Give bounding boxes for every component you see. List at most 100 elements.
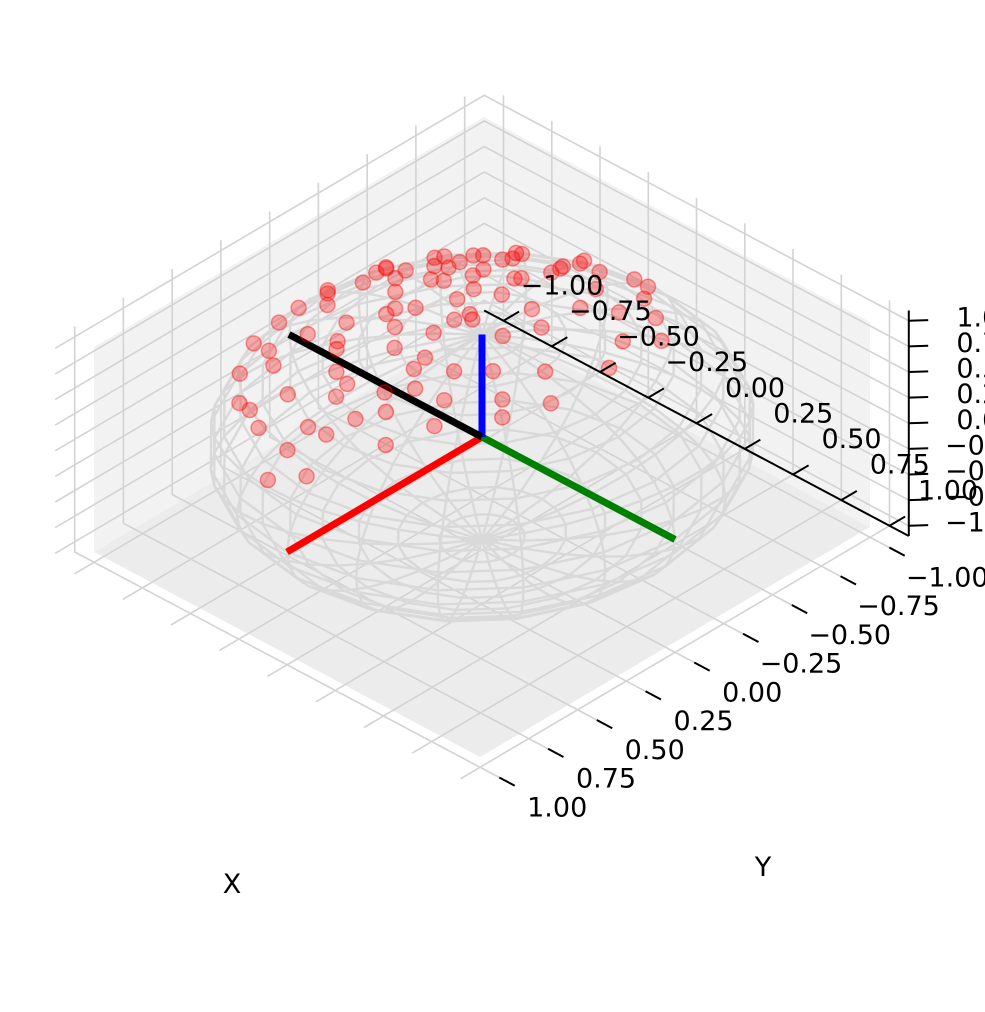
scatter-point <box>448 290 466 308</box>
scatter-point <box>445 363 463 380</box>
scatter-point <box>327 388 345 405</box>
scatter-point <box>426 249 443 267</box>
scatter-point <box>493 286 511 303</box>
z-tick-label: 0.25 <box>956 379 985 410</box>
scatter-point <box>317 426 335 443</box>
y-tick-label: −0.25 <box>665 347 748 378</box>
scatter-point <box>523 300 541 318</box>
wireframe-parallel <box>321 428 643 612</box>
z-tick-label: 0.00 <box>956 405 985 436</box>
y-tick-label: 0.75 <box>870 450 930 481</box>
wireframe-parallel <box>261 371 703 623</box>
scatter-point <box>610 304 628 321</box>
scatter-point <box>290 299 307 317</box>
y-tick <box>744 438 761 450</box>
z-tick-label: −0.50 <box>945 456 985 487</box>
axis-line <box>287 331 484 441</box>
scatter-point <box>543 264 560 281</box>
z-tick <box>908 498 929 502</box>
scatter-point <box>506 270 523 287</box>
scatter-point <box>647 309 665 327</box>
y-tick-label: −1.00 <box>521 270 604 301</box>
scatter-point <box>378 305 395 323</box>
scatter-point <box>513 270 530 287</box>
x-tick-label: 0.75 <box>576 764 636 795</box>
scatter-point <box>386 339 403 357</box>
scatter-point <box>416 349 434 366</box>
scatter-point <box>347 410 364 428</box>
axis-direction-lines <box>285 331 677 556</box>
grid-line-z <box>54 248 910 503</box>
scatter-point <box>387 283 404 301</box>
z-tick-label: 0.75 <box>956 328 985 359</box>
z-tick <box>908 447 929 450</box>
scatter-point <box>377 258 395 276</box>
wireframe-parallel <box>209 282 755 592</box>
wireframe-parallel <box>222 321 742 616</box>
x-tick-label: −0.50 <box>808 620 891 651</box>
scatter-point <box>250 419 267 437</box>
grid-line-x <box>171 269 598 721</box>
grid-line-z <box>54 196 910 452</box>
scatter-point <box>299 325 316 343</box>
scatter-point <box>542 395 560 412</box>
y-tick-label: −0.75 <box>569 296 652 327</box>
z-tick <box>908 370 929 373</box>
grid-line-z <box>54 222 910 478</box>
scatter-point <box>440 259 457 276</box>
x-tick <box>791 604 808 615</box>
x-tick <box>888 546 906 557</box>
z-tick <box>908 524 929 527</box>
y-tick-label: 1.00 <box>918 475 978 506</box>
scatter-point <box>386 300 404 317</box>
y-tick <box>792 464 810 476</box>
scatter-point <box>319 296 336 314</box>
scatter-point <box>386 318 404 336</box>
scatter-point <box>494 327 511 345</box>
scatter-point <box>319 281 337 299</box>
x-tick <box>547 747 564 758</box>
wireframe-parallel <box>288 254 676 475</box>
grid-line-z <box>54 145 910 401</box>
scatter-point <box>571 255 589 272</box>
scatter-point <box>436 248 453 265</box>
wireframe-parallel <box>261 251 703 503</box>
scatter-point <box>475 261 492 278</box>
wireframe-parallel <box>212 268 752 574</box>
scatter-point <box>298 468 315 485</box>
grid-line-x <box>122 297 549 750</box>
scatter-point <box>338 375 356 393</box>
y-tick <box>695 413 713 425</box>
axis-line <box>480 433 677 543</box>
scatter-point <box>446 311 463 329</box>
scatter-points <box>231 244 670 489</box>
scatter-point <box>536 363 554 380</box>
scatter-point <box>591 263 608 281</box>
y-tick <box>599 361 617 373</box>
grid-line-z <box>54 94 910 349</box>
x-tick <box>596 719 613 730</box>
scatter-point <box>406 380 424 397</box>
scatter-point <box>279 386 297 403</box>
scatter-point <box>231 365 249 382</box>
x-tick-label: −0.25 <box>760 649 843 680</box>
scatter-point <box>533 319 550 336</box>
scatter-point <box>377 260 395 277</box>
z-tick-label: −0.75 <box>945 482 985 513</box>
scatter-point <box>635 290 653 307</box>
wireframe-parallel <box>357 274 607 417</box>
x-tick-label: −1.00 <box>906 562 985 593</box>
x-tick-label: 1.00 <box>527 792 587 823</box>
scatter-point <box>231 394 248 412</box>
z-tick-label: 0.50 <box>956 354 985 385</box>
scatter-point <box>572 299 589 317</box>
scatter-point <box>507 244 525 262</box>
scatter-point <box>494 251 511 268</box>
x-tick <box>742 632 759 643</box>
axis-line <box>285 433 484 556</box>
tick-labels: −1.00−0.75−0.50−0.250.000.250.500.751.00… <box>521 270 985 823</box>
x-tick-label: 0.25 <box>673 706 733 737</box>
z-tick <box>908 319 929 322</box>
scatter-point <box>422 271 440 288</box>
